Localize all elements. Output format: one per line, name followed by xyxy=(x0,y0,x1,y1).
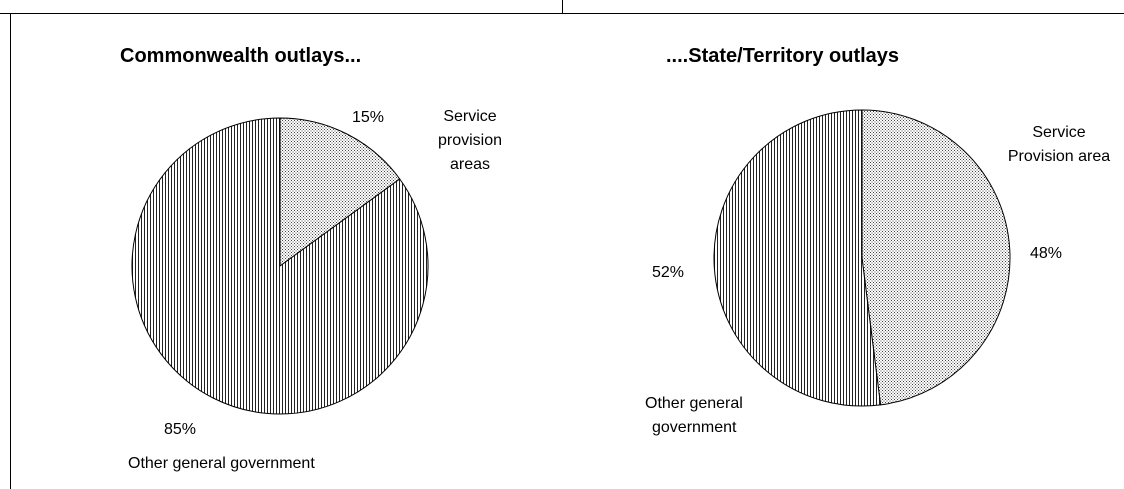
commonwealth-other-value-label: 85% xyxy=(164,421,196,438)
state-territory-other-label-line-1: Other general xyxy=(645,395,743,412)
commonwealth-service-provision-slice xyxy=(279,117,401,267)
state-territory-other-value-label: 52% xyxy=(652,264,684,281)
state-territory-service-label-line-2: Provision area xyxy=(1008,148,1110,165)
state-territory-service-label-line-1: Service xyxy=(1032,124,1085,141)
commonwealth-service-label-line-2: provision xyxy=(438,132,502,149)
commonwealth-pie xyxy=(131,117,429,415)
commonwealth-pie-chart: Commonwealth outlays... 15% Service prov… xyxy=(120,45,502,472)
commonwealth-other-label: Other general government xyxy=(128,455,315,472)
commonwealth-other-general-government-slice xyxy=(131,117,429,415)
state-territory-chart-title: ....State/Territory outlays xyxy=(666,45,899,67)
state-territory-service-provision-slice xyxy=(861,109,1011,406)
commonwealth-service-label-line-1: Service xyxy=(443,108,496,125)
frame-divider xyxy=(562,0,563,14)
commonwealth-service-label-line-3: areas xyxy=(450,156,490,173)
state-territory-other-general-government-slice xyxy=(713,109,882,407)
state-territory-other-label-line-2: government xyxy=(652,419,737,436)
frame-left-border xyxy=(10,13,11,489)
commonwealth-chart-title: Commonwealth outlays... xyxy=(120,45,361,67)
state-territory-pie-chart: ....State/Territory outlays Service Prov… xyxy=(645,45,1110,436)
commonwealth-service-value-label: 15% xyxy=(352,109,384,126)
state-territory-service-value-label: 48% xyxy=(1030,245,1062,262)
state-territory-pie xyxy=(713,109,1011,407)
